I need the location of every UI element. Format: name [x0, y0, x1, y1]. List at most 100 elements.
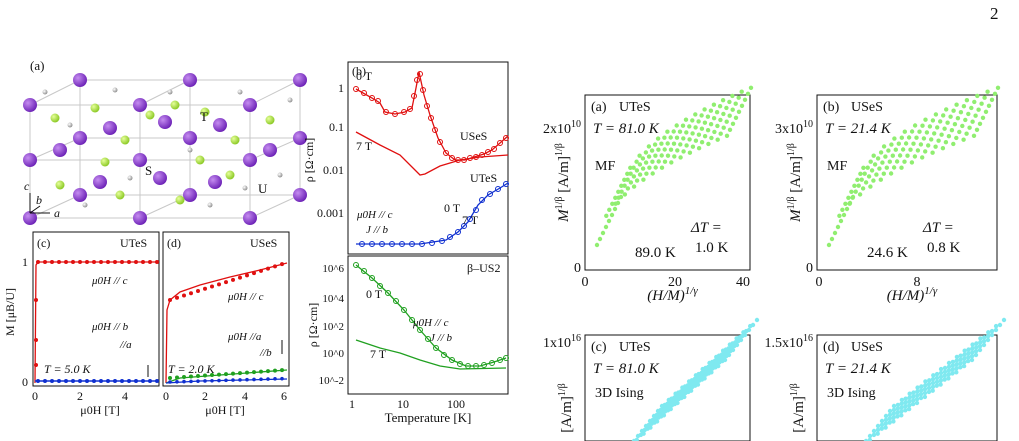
- svg-text:USeS: USeS: [460, 129, 487, 143]
- scaling-point: [973, 352, 979, 358]
- uses-data-point: [485, 149, 491, 155]
- us2-data-point: [481, 362, 487, 368]
- svg-text:0: 0: [163, 389, 169, 403]
- scaling-point: [659, 153, 664, 158]
- scaling-point: [883, 417, 889, 423]
- scaling-point: [985, 89, 990, 94]
- scaling-point: [666, 397, 671, 403]
- svg-text:1.5x1016: 1.5x1016: [765, 333, 814, 351]
- scaling-point: [628, 180, 634, 185]
- scaling-point: [979, 101, 984, 106]
- scaling-point: [950, 359, 956, 365]
- uses-b-point: [266, 377, 270, 381]
- us2-data-point: [409, 317, 415, 323]
- us2-data-point: [417, 327, 423, 333]
- uses-a-point: [168, 376, 172, 380]
- scaling-point: [748, 85, 754, 91]
- scaling-point: [672, 154, 677, 159]
- scaling-point: [972, 99, 977, 105]
- scaling-point: [923, 149, 928, 154]
- utes-c-point: [148, 260, 152, 264]
- scaling-point: [693, 373, 699, 378]
- u-atom: [183, 188, 197, 202]
- us2-resistivity-panel: β–US2 ρ [Ω·cm] 10^6 10^4 10^2 10^0 10^-2…: [306, 255, 509, 425]
- atom-label-s: S: [145, 163, 152, 178]
- uses-a-point: [182, 375, 186, 380]
- uses-data-point: [473, 154, 479, 160]
- t-atom: [207, 202, 213, 208]
- scaling-point: [989, 97, 995, 103]
- scaling-point: [693, 138, 699, 143]
- scaling-point: [902, 129, 907, 134]
- scaling-point: [946, 372, 951, 377]
- scaling-point: [724, 133, 730, 138]
- scaling-point: [631, 184, 637, 189]
- svg-text:μ0H // b: μ0H // b: [91, 321, 129, 333]
- scaling-point: [702, 134, 708, 139]
- scaling-point: [700, 366, 705, 372]
- us2-data-point: [369, 275, 375, 281]
- scaling-point: [699, 140, 705, 145]
- scaling-point: [684, 130, 689, 135]
- scaling-point: [918, 391, 924, 397]
- uses-magnetization-panel: (d) USeS 0 2 4 6 μ0H [T] μ0H // c μ0H //…: [162, 231, 290, 417]
- scaling-point: [914, 400, 920, 406]
- scaling-point: [686, 379, 692, 384]
- svg-text:100: 100: [447, 397, 465, 411]
- uses-a-point: [224, 372, 228, 377]
- scaling-point: [891, 411, 896, 416]
- uses-b-point: [252, 377, 256, 382]
- atom-label-u: U: [258, 181, 268, 196]
- utes-c-point: [34, 338, 38, 342]
- svg-text:10^4: 10^4: [322, 293, 344, 305]
- u-atom: [23, 211, 37, 225]
- us2-data-point: [377, 283, 383, 289]
- uses-c-point: [168, 298, 172, 302]
- scaling-point: [891, 415, 896, 420]
- scaling-point: [693, 112, 698, 117]
- scaling-point: [954, 354, 960, 360]
- scaling-point: [637, 172, 643, 177]
- s-atom: [100, 157, 110, 167]
- uses-b-point: [224, 378, 228, 383]
- scaling-point: [946, 368, 951, 373]
- utes-c-point: [134, 260, 138, 264]
- uses-data-point: [414, 77, 420, 83]
- scaling-point: [902, 159, 907, 164]
- scaling-point: [673, 391, 678, 396]
- scaling-point: [962, 352, 967, 357]
- scaling-point: [734, 336, 739, 341]
- scaling-point: [977, 121, 983, 127]
- uses-c-point: [231, 277, 235, 282]
- scaling-point: [915, 393, 920, 398]
- scaling-point: [981, 338, 987, 344]
- utes-b-point: [43, 379, 47, 383]
- utes-c-point: [155, 260, 159, 264]
- panel-b2-yticks: 10^6 10^4 10^2 10^0 10^-2: [319, 263, 345, 387]
- scaling-point: [946, 376, 951, 381]
- scaling-point: [961, 137, 966, 142]
- scaling-point: [891, 165, 897, 170]
- scaling-point: [736, 109, 742, 115]
- svg-text:1: 1: [338, 81, 344, 95]
- utes-c-point: [113, 260, 117, 264]
- scaling-point: [903, 404, 908, 409]
- scaling-point: [727, 113, 732, 118]
- scaling-point: [946, 360, 952, 366]
- u-atom: [73, 188, 87, 202]
- scaling-point: [650, 159, 655, 164]
- us2-data-point: [497, 357, 503, 363]
- utes-data-point: [389, 241, 395, 247]
- us2-data-point: [393, 298, 399, 304]
- scaling-point: [880, 160, 885, 165]
- scaling-point: [702, 107, 707, 112]
- scaling-point: [938, 382, 943, 387]
- scaling-point: [995, 85, 1001, 91]
- scaling-point: [906, 135, 912, 140]
- svg-text:10^6: 10^6: [322, 263, 344, 275]
- page-number: 2: [990, 4, 999, 23]
- scaling-point: [634, 178, 640, 183]
- scaling-point: [640, 156, 646, 161]
- scaling-point: [878, 177, 883, 182]
- u-atom: [293, 131, 307, 145]
